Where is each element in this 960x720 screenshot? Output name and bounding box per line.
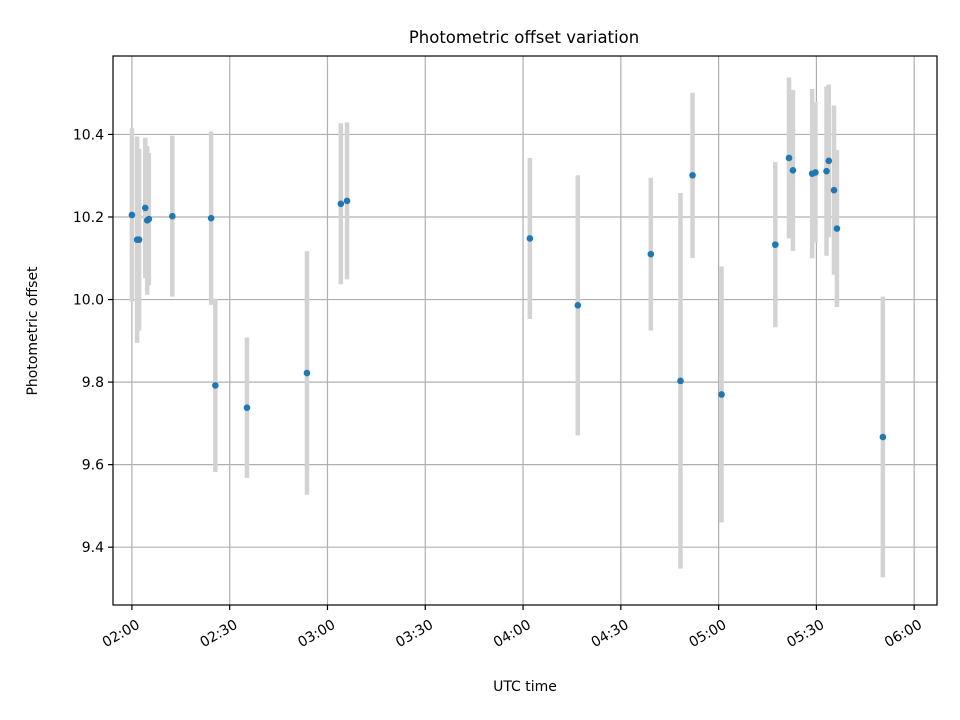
data-point [825, 157, 833, 165]
x-tick-label: 06:00 [882, 617, 925, 651]
data-point [526, 235, 534, 242]
data-point [303, 369, 311, 377]
data-point [772, 241, 779, 248]
x-axis-label: UTC time [493, 679, 557, 695]
axis-ticks: 02:00 02:30 03:00 03:30 04:00 04:30 05:00 05:30… [73, 127, 925, 651]
data-point [207, 214, 215, 222]
y-tick-label: 10.2 [73, 210, 104, 226]
x-tick-label: 03:00 [295, 617, 338, 651]
y-tick-label: 9.6 [82, 458, 104, 474]
y-tick-label: 10.0 [73, 293, 104, 309]
data-point [833, 225, 841, 232]
y-tick-label: 10.4 [73, 127, 104, 143]
chart-title: Photometric offset variation [409, 28, 639, 47]
data-point [879, 433, 887, 441]
data-point [337, 200, 345, 208]
x-tick-label: 04:00 [491, 617, 534, 651]
data-point [169, 212, 176, 220]
y-tick-label: 9.4 [82, 540, 104, 556]
x-tick-label: 03:30 [393, 617, 436, 651]
data-point [212, 382, 219, 389]
data-point [677, 377, 684, 385]
x-tick-label: 02:30 [198, 617, 241, 651]
data-point [812, 169, 819, 176]
data-point [823, 167, 830, 175]
x-tick-label: 05:30 [784, 617, 827, 651]
data-point [830, 186, 838, 194]
x-tick-label: 05:00 [686, 617, 729, 651]
grid-lines [113, 56, 937, 605]
y-tick-label: 9.8 [82, 375, 104, 391]
data-point [141, 204, 149, 212]
data-point [343, 197, 351, 205]
data-point [135, 236, 143, 243]
data-point [145, 215, 153, 223]
data-point [718, 391, 725, 398]
data-point [689, 171, 696, 179]
data-points [128, 154, 887, 441]
data-point [647, 250, 655, 258]
data-point [785, 154, 793, 162]
data-point [128, 211, 136, 219]
plot-frame [112, 55, 938, 606]
x-tick-label: 02:00 [100, 617, 143, 651]
data-point [243, 404, 251, 411]
data-point [789, 167, 797, 174]
error-bars [129, 77, 886, 578]
y-axis-label: Photometric offset [25, 266, 41, 396]
data-point [574, 302, 582, 309]
x-tick-label: 04:30 [589, 617, 632, 651]
